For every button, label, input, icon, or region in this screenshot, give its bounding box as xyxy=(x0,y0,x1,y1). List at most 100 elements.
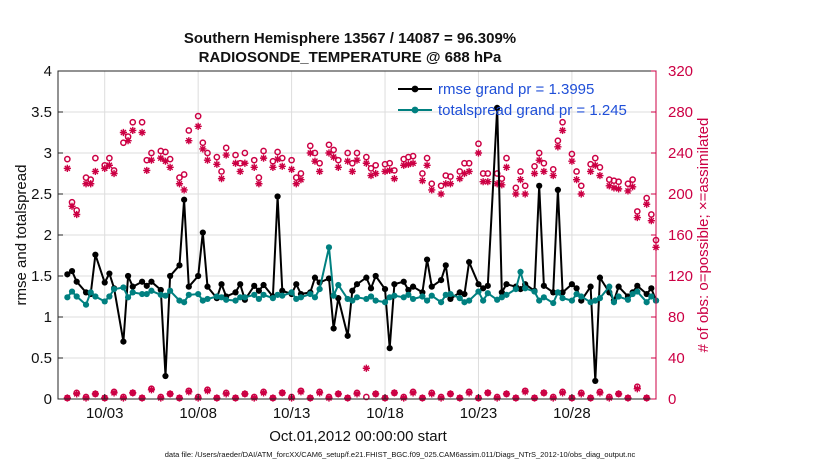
x-tick-label: 10/03 xyxy=(86,405,124,422)
obs-assimilated-point xyxy=(596,389,604,397)
obs-assimilated-point xyxy=(213,394,221,402)
obs-assimilated-point xyxy=(259,154,268,162)
obs-possible-point xyxy=(484,170,492,177)
obs-assimilated-point xyxy=(119,394,128,402)
obs-assimilated-point xyxy=(166,390,174,398)
rmse-point xyxy=(409,283,417,290)
totalspread-point xyxy=(634,288,641,295)
obs-possible-point xyxy=(274,148,281,156)
obs-possible-point xyxy=(260,147,267,155)
obs-assimilated-point xyxy=(400,394,408,402)
obs-assimilated-point xyxy=(605,394,613,402)
obs-assimilated-point xyxy=(269,163,277,171)
obs-possible-point xyxy=(615,178,622,186)
legend: rmse grand pr = 1.3995 totalspread grand… xyxy=(398,81,627,119)
obs-possible-point xyxy=(232,151,239,159)
rmse-point xyxy=(428,283,435,290)
totalspread-point xyxy=(316,286,323,293)
obs-assimilated-point xyxy=(269,394,277,402)
x-axis-label: Oct.01,2012 00:00:00 start xyxy=(269,428,447,445)
rmse-point xyxy=(386,345,393,352)
obs-possible-point xyxy=(353,149,361,157)
totalspread-point xyxy=(466,297,473,304)
obs-assimilated-point xyxy=(437,394,445,402)
rmse-point xyxy=(363,274,370,281)
obs-assimilated-point xyxy=(390,175,398,183)
obs-assimilated-point xyxy=(231,394,240,402)
obs-possible-point xyxy=(503,154,510,162)
rmse-point xyxy=(536,182,543,189)
rmse-point xyxy=(237,281,244,288)
obs-assimilated-point xyxy=(203,156,212,164)
obs-assimilated-point xyxy=(404,160,412,168)
rmse-point xyxy=(391,281,398,288)
obs-possible-point xyxy=(148,149,155,157)
y-right-tick-label: 320 xyxy=(668,63,693,80)
obs-possible-point xyxy=(362,393,370,401)
rmse-point xyxy=(64,271,71,278)
totalspread-point xyxy=(629,290,636,298)
totalspread-point xyxy=(367,293,375,300)
legend-rmse-label: rmse grand pr = 1.3995 xyxy=(438,81,594,98)
rmse-point xyxy=(648,285,655,292)
obs-assimilated-point xyxy=(409,159,417,167)
rmse-point xyxy=(484,282,491,289)
obs-assimilated-point xyxy=(297,388,305,396)
totalspread-point xyxy=(68,288,76,295)
totalspread-point xyxy=(143,290,150,298)
rmse-point xyxy=(554,186,561,193)
x-tick-label: 10/08 xyxy=(179,405,217,422)
totalspread-point xyxy=(517,268,524,275)
rmse-point xyxy=(344,332,351,339)
y-right-tick-label: 200 xyxy=(668,186,693,203)
totalspread-point xyxy=(624,296,632,303)
obs-assimilated-point xyxy=(521,190,529,198)
obs-possible-point xyxy=(559,118,566,126)
obs-assimilated-point xyxy=(353,390,361,398)
totalspread-point xyxy=(456,295,463,302)
y-right-tick-label: 240 xyxy=(668,145,693,162)
obs-possible-point xyxy=(278,154,286,162)
x-tick-label: 10/18 xyxy=(366,405,404,422)
obs-assimilated-point xyxy=(484,389,492,397)
totalspread-point xyxy=(110,286,118,293)
obs-assimilated-point xyxy=(586,394,595,402)
rmse-point xyxy=(148,278,155,285)
rmse-point xyxy=(129,283,136,290)
totalspread-point xyxy=(162,292,169,299)
rmse-point xyxy=(615,283,622,290)
obs-assimilated-point xyxy=(493,394,501,402)
obs-possible-point xyxy=(475,140,482,148)
obs-assimilated-point xyxy=(241,390,249,398)
obs-assimilated-point xyxy=(418,394,427,402)
totalspread-point xyxy=(344,295,351,303)
legend-spread-label: totalspread grand pr = 1.245 xyxy=(438,102,627,119)
totalspread-point xyxy=(311,294,319,301)
obs-assimilated-point xyxy=(63,164,71,172)
y-right-tick-label: 160 xyxy=(668,227,693,244)
totalspread-point xyxy=(195,290,202,298)
obs-possible-point xyxy=(106,154,113,162)
obs-assimilated-point xyxy=(633,213,641,222)
rmse-point xyxy=(400,278,407,285)
totalspread-point xyxy=(223,296,230,303)
obs-assimilated-point xyxy=(129,389,137,397)
obs-possible-point xyxy=(624,180,632,188)
obs-assimilated-point xyxy=(516,176,525,184)
y-left-tick-label: 3 xyxy=(44,145,52,162)
rmse-point xyxy=(381,286,389,293)
obs-assimilated-point xyxy=(540,167,548,176)
totalspread-point xyxy=(335,281,342,289)
obs-assimilated-point xyxy=(297,176,305,184)
obs-assimilated-point xyxy=(530,169,539,178)
y-right-tick-label: 280 xyxy=(668,104,693,121)
obs-possible-point xyxy=(465,159,473,167)
totalspread-point xyxy=(554,289,561,296)
obs-assimilated-point xyxy=(428,390,436,398)
obs-possible-point xyxy=(194,112,202,120)
rmse-point xyxy=(475,281,482,288)
obs-assimilated-point xyxy=(334,390,342,398)
obs-assimilated-point xyxy=(446,390,455,398)
obs-assimilated-point xyxy=(474,149,483,157)
rmse-point xyxy=(568,281,576,288)
